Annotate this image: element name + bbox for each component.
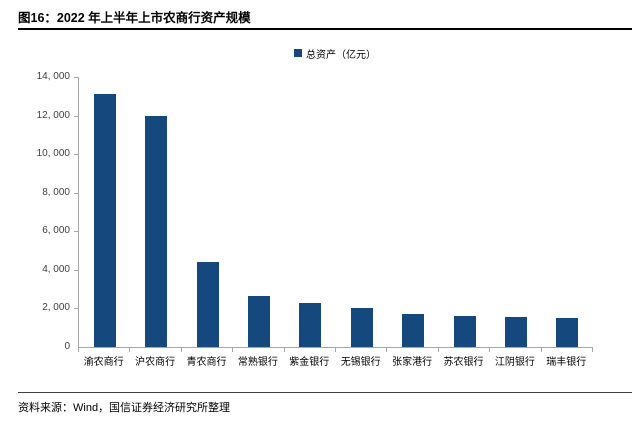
x-tick-mark (592, 348, 593, 352)
x-axis-label: 江阴银行 (494, 357, 535, 368)
bar (247, 296, 270, 347)
y-tick-label: 4, 000 (42, 263, 70, 275)
bar (504, 316, 527, 347)
chart-legend: 总资产（亿元） (78, 46, 592, 61)
figure-title: 图16：2022 年上半年上市农商行资产规模 (18, 11, 251, 25)
x-axis-label: 张家港行 (392, 357, 433, 368)
bar (93, 93, 116, 347)
x-axis-label: 紫金银行 (289, 357, 330, 368)
x-tick-mark (437, 348, 439, 352)
source-note: 资料来源：Wind，国信证券经济研究所整理 (18, 402, 231, 414)
legend-label: 总资产（亿元） (306, 49, 376, 61)
x-axis-label: 常熟银行 (237, 357, 278, 368)
y-tick-label: 0 (64, 341, 70, 352)
bar (145, 115, 168, 347)
y-tick-label: 14, 000 (36, 71, 70, 82)
x-tick-mark (335, 348, 336, 352)
x-tick-mark (489, 348, 491, 352)
x-tick-mark (78, 348, 79, 352)
bar (299, 303, 322, 347)
bar (453, 315, 476, 347)
x-tick-mark (386, 348, 388, 352)
y-tick-mark (74, 269, 78, 271)
x-axis-label: 瑞丰银行 (546, 357, 587, 368)
y-tick-mark (74, 308, 78, 310)
bar (350, 307, 373, 347)
x-axis-label: 苏农银行 (443, 357, 484, 368)
plot-area (78, 77, 593, 348)
x-tick-mark (232, 348, 234, 352)
y-tick-mark (74, 115, 78, 117)
legend-marker-icon (294, 49, 302, 57)
x-axis-label: 青农商行 (186, 357, 227, 368)
y-tick-label: 2, 000 (42, 302, 70, 314)
x-tick-mark (180, 348, 182, 352)
y-tick-mark (74, 154, 78, 156)
title-divider (18, 28, 632, 30)
x-tick-mark (540, 348, 542, 352)
x-axis-label: 无锡银行 (340, 357, 381, 368)
y-tick-mark (74, 231, 78, 233)
y-tick-label: 10, 000 (36, 148, 70, 160)
bar (196, 262, 219, 347)
y-tick-mark (74, 192, 78, 194)
y-tick-label: 12, 000 (36, 109, 70, 121)
y-tick-label: 6, 000 (42, 225, 70, 237)
source-divider (18, 392, 632, 393)
x-tick-mark (129, 348, 131, 352)
x-tick-mark (283, 348, 285, 352)
x-axis-label: 渝农商行 (83, 357, 124, 368)
x-axis-label: 沪农商行 (135, 357, 176, 368)
bar (402, 313, 425, 347)
y-tick-label: 8, 000 (42, 186, 70, 198)
y-tick-mark (74, 77, 78, 78)
bar (556, 318, 579, 347)
